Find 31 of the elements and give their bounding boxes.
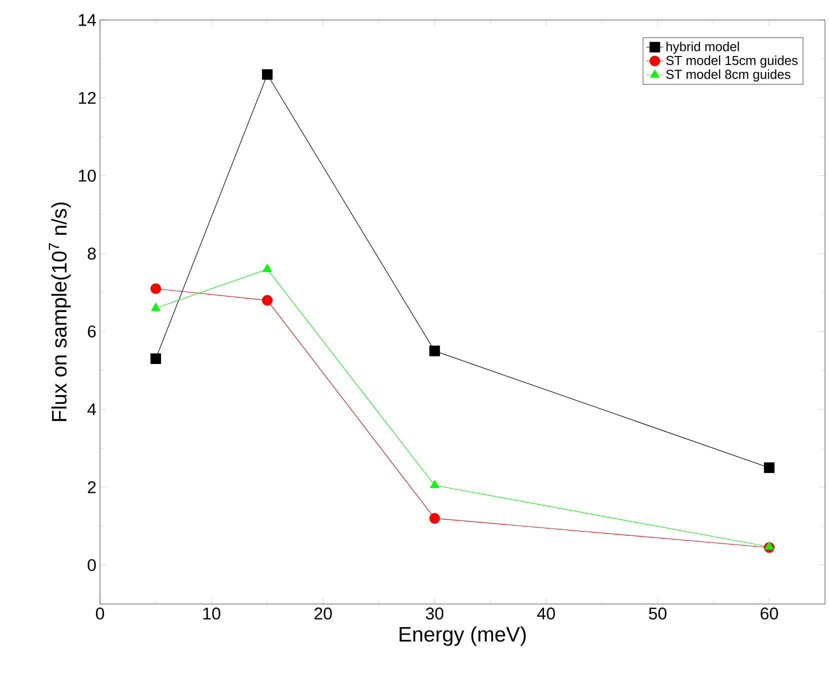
y-tick-label: 6 <box>88 325 96 338</box>
point <box>429 513 440 524</box>
point <box>262 264 272 272</box>
y-tick-label: 12 <box>78 92 96 104</box>
x-axis-title: Energy (meV) <box>400 626 526 646</box>
point <box>764 462 775 474</box>
point <box>430 480 440 488</box>
y-tick-label: 2 <box>88 481 96 494</box>
x-tick-label: 60 <box>760 608 778 620</box>
point <box>150 283 162 294</box>
x-tick-label: 10 <box>203 608 220 620</box>
x-tick-label: 20 <box>314 608 332 620</box>
x-tick-label: 0 <box>96 608 104 620</box>
point <box>764 541 774 550</box>
point <box>151 302 160 311</box>
point <box>262 69 273 80</box>
y-axis-title: Flux on sample(10$^{7}$ n/s) <box>48 202 71 421</box>
legend-label: hybrid model <box>666 42 739 54</box>
point <box>150 353 162 364</box>
y-tick-label: 4 <box>87 404 96 416</box>
x-tick-label: 40 <box>537 608 555 620</box>
legend-label: ST model 15cm guides <box>666 56 798 68</box>
point <box>429 346 440 356</box>
y-tick-label: 14 <box>78 14 96 26</box>
legend-label: ST model 8cm guides <box>666 69 790 82</box>
y-tick-label: 10 <box>78 170 96 182</box>
y-tick-label: 0 <box>88 559 96 572</box>
x-tick-label: 30 <box>426 608 444 620</box>
point <box>262 295 273 306</box>
x-tick-label: 50 <box>648 608 666 620</box>
y-tick-label: 8 <box>88 248 96 260</box>
